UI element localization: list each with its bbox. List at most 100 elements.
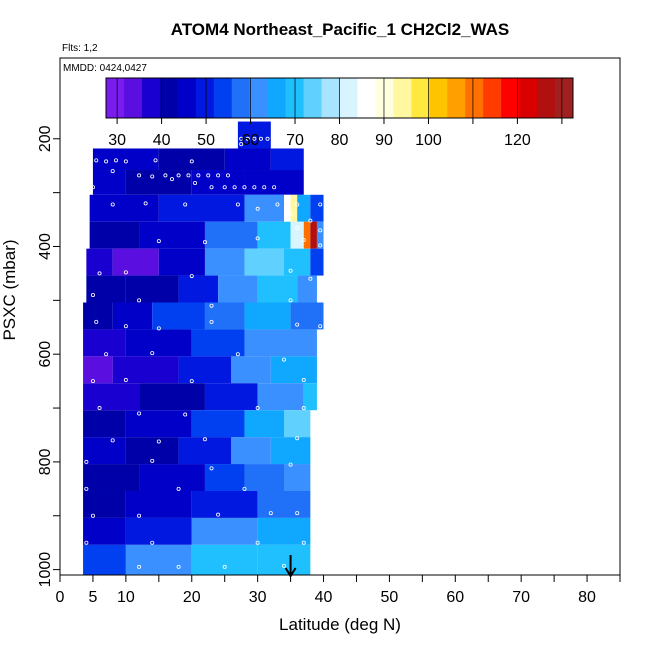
sample-point-84	[288, 462, 293, 467]
heat-cell-16-1	[125, 544, 192, 575]
heat-cell-6-3	[218, 275, 258, 303]
sample-point-61	[209, 319, 214, 324]
heat-cell-9-1	[112, 356, 179, 384]
heat-cell-4-6	[310, 221, 317, 249]
sample-point-60	[156, 326, 161, 331]
y-tick-label-4: 1000	[37, 552, 54, 588]
flights-label: Flts: 1,2	[62, 43, 98, 54]
sample-point-100	[281, 563, 286, 568]
sample-point-52	[288, 268, 293, 273]
heat-cell-1-1	[158, 148, 225, 171]
colorbar-tick-label-0: 30	[108, 132, 126, 149]
x-tick-label-2: 10	[117, 589, 135, 606]
sample-point-2	[252, 136, 257, 141]
colorbar-swatch-16	[393, 78, 412, 118]
colorbar-swatch-2	[141, 78, 161, 118]
heat-cell-16-3	[257, 544, 311, 575]
heat-cell-5-0	[86, 248, 113, 276]
heat-cell-7-3	[204, 302, 245, 330]
colorbar-swatch-3	[159, 78, 179, 118]
sample-point-30	[272, 185, 277, 190]
sample-point-32	[110, 202, 115, 207]
sample-point-17	[186, 173, 191, 178]
heat-cell-9-0	[83, 356, 113, 384]
heat-cell-3-3	[284, 194, 291, 222]
sample-point-42	[295, 226, 300, 231]
heat-cell-3-0	[89, 194, 159, 222]
sample-point-71	[301, 378, 306, 383]
heat-cell-1-3	[270, 148, 304, 171]
sample-point-22	[169, 177, 174, 182]
sample-point-73	[137, 411, 142, 416]
sample-point-85	[84, 486, 89, 491]
sample-point-53	[308, 276, 313, 281]
colorbar-swatch-6	[213, 78, 233, 118]
colorbar-tick-label-3: 60	[242, 132, 260, 149]
sample-point-49	[97, 271, 102, 276]
sample-point-41	[308, 218, 313, 223]
sample-point-72	[97, 406, 102, 411]
y-tick-label-0: 200	[37, 125, 54, 152]
heat-cell-5-3	[204, 248, 245, 276]
sample-point-24	[209, 185, 214, 190]
colorbar-tick-label-6: 90	[375, 132, 393, 149]
heat-cell-8-3	[244, 329, 284, 357]
sample-point-68	[90, 379, 95, 384]
sample-point-27	[242, 185, 247, 190]
sample-point-10	[153, 158, 158, 163]
sample-point-50	[123, 270, 128, 275]
colorbar-swatch-14	[357, 78, 376, 118]
colorbar-swatch-7	[231, 78, 251, 118]
heat-cell-3-4	[290, 194, 298, 222]
x-tick-label-6: 50	[381, 589, 399, 606]
heat-cell-6-4	[257, 275, 298, 303]
sample-point-75	[255, 406, 260, 411]
sample-point-81	[84, 459, 89, 464]
sample-point-40	[288, 212, 293, 217]
plot-frame	[59, 57, 621, 576]
sample-point-83	[209, 466, 214, 471]
heat-cell-14-2	[191, 490, 258, 518]
heat-cell-3-1	[158, 194, 245, 222]
sample-point-39	[255, 206, 260, 211]
colorbar-swatch-22	[501, 78, 520, 118]
x-axis-label: Latitude (deg N)	[279, 615, 401, 634]
sample-point-54	[90, 292, 95, 297]
sample-point-8	[114, 158, 119, 163]
sample-point-26	[232, 185, 237, 190]
sample-point-69	[123, 378, 128, 383]
x-tick-label-7: 60	[446, 589, 464, 606]
colorbar-tick-label-1: 40	[153, 132, 171, 149]
heat-cell-11-3	[244, 410, 284, 438]
y-axis-label: PSXC (mbar)	[0, 239, 19, 340]
heat-cell-15-3	[257, 517, 311, 545]
heat-cell-6-5	[297, 275, 317, 303]
sample-point-96	[301, 540, 306, 545]
colorbar-swatch-19	[447, 78, 466, 118]
heat-cell-4-3	[257, 221, 291, 249]
heat-cell-13-4	[284, 464, 311, 491]
heat-cell-16-0	[83, 544, 126, 575]
x-tick-label-3: 20	[183, 589, 201, 606]
sample-point-23	[193, 180, 198, 185]
heat-cell-15-1	[125, 517, 192, 545]
heat-cell-7-5	[290, 302, 324, 330]
heat-cell-11-0	[83, 410, 126, 438]
sample-point-46	[255, 236, 260, 241]
heat-cell-11-2	[191, 410, 245, 438]
x-tick-label-4: 30	[249, 589, 267, 606]
colorbar-swatch-18	[429, 78, 448, 118]
colorbar-swatch-13	[339, 78, 358, 118]
sample-point-12	[110, 169, 115, 174]
sample-point-5	[239, 142, 244, 147]
sample-point-80	[295, 436, 300, 441]
colorbar-swatch-24	[537, 78, 556, 118]
sample-point-67	[281, 357, 286, 362]
heat-cell-11-4	[284, 410, 311, 438]
colorbar-swatch-17	[411, 78, 430, 118]
colorbar-swatch-20	[465, 78, 484, 118]
colorbar-swatch-8	[249, 78, 269, 118]
sample-point-37	[295, 202, 300, 207]
sample-point-31	[90, 185, 95, 190]
